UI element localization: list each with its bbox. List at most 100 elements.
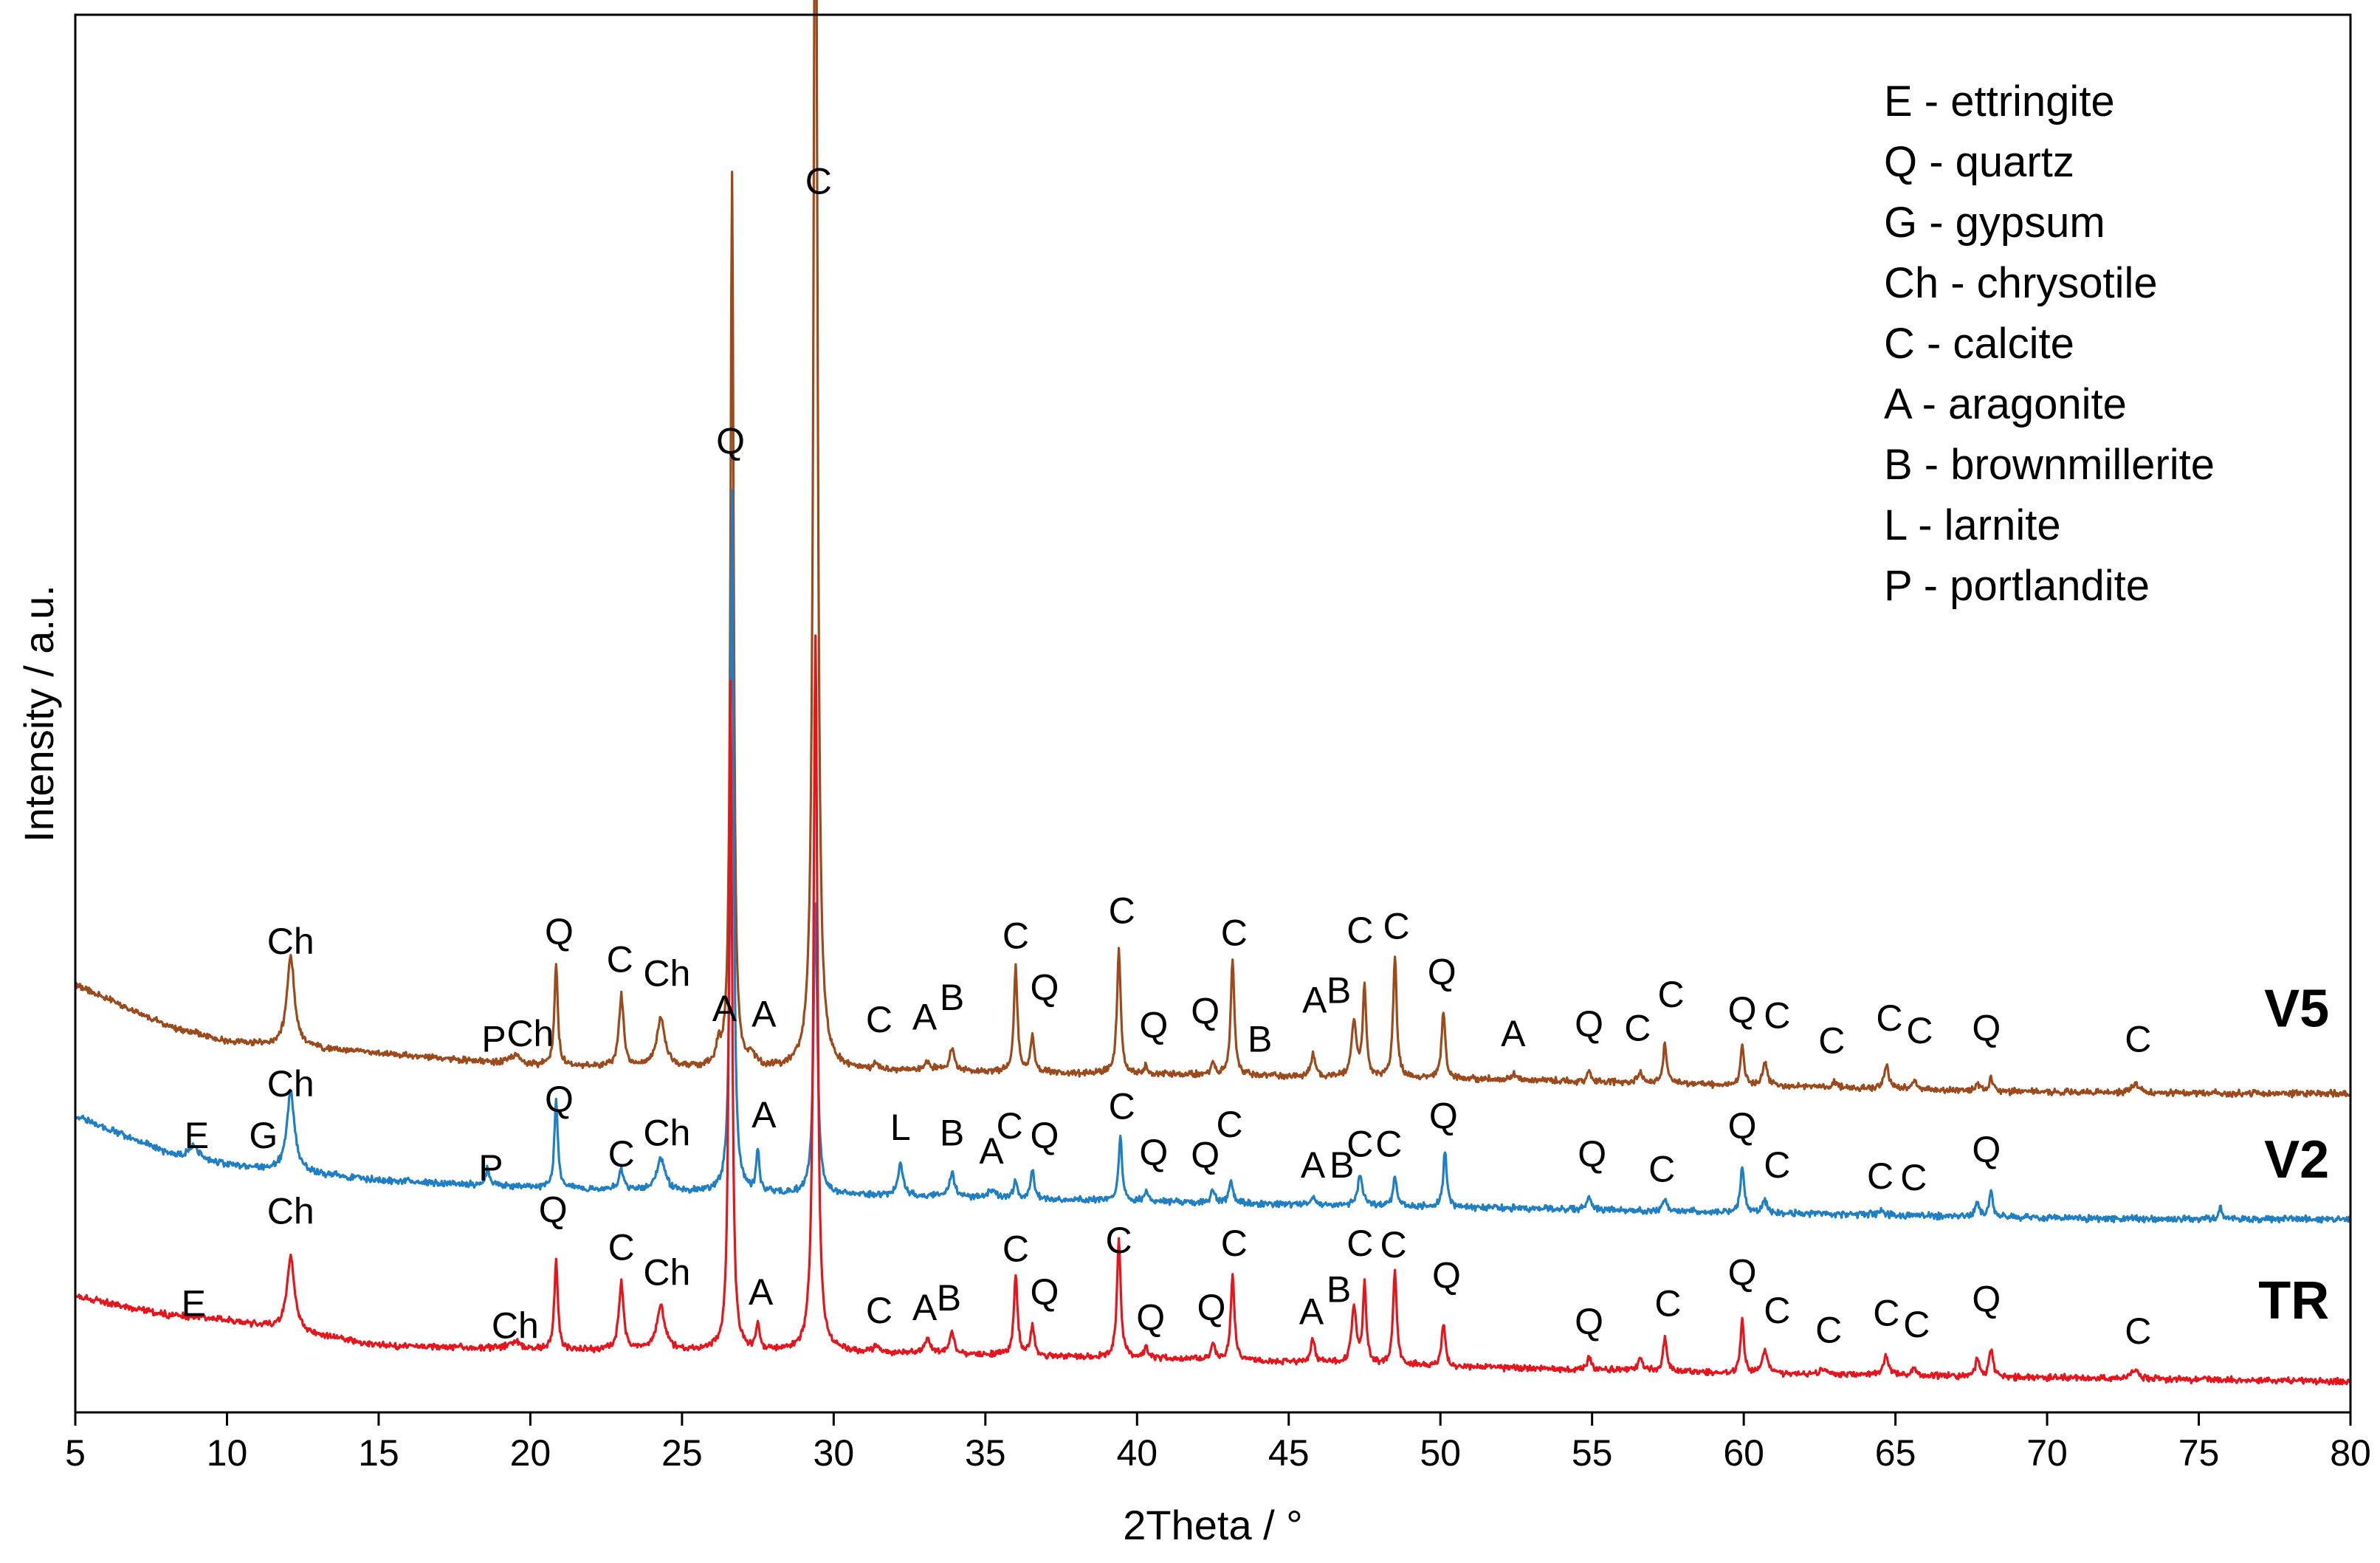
peak-label-v5: B xyxy=(940,977,964,1018)
legend-entry: P - portlandite xyxy=(1884,562,2150,610)
peak-label-v5: C xyxy=(1221,913,1248,954)
peak-label-v5: Ch xyxy=(643,953,690,995)
peak-label-v5: A xyxy=(1501,1013,1526,1054)
peak-label-v2: B xyxy=(1330,1144,1354,1186)
peak-label-tr: C xyxy=(1347,1223,1373,1264)
peak-label-v2: C xyxy=(608,1133,635,1175)
peak-label-tr: Ch xyxy=(492,1305,539,1347)
peak-label-v5: P xyxy=(481,1019,506,1060)
peak-label-tr: C xyxy=(1106,1220,1132,1261)
x-tick-label: 40 xyxy=(1116,1432,1158,1474)
peak-label-tr: E xyxy=(182,1282,206,1324)
legend-entry: B - brownmillerite xyxy=(1884,441,2215,489)
x-tick-label: 50 xyxy=(1420,1432,1461,1474)
peak-label-v2: C xyxy=(1109,1085,1135,1127)
peak-label-tr: Ch xyxy=(267,1190,314,1231)
peak-label-v2: C xyxy=(1375,1124,1402,1165)
x-tick-label: 75 xyxy=(2178,1432,2220,1474)
peak-label-tr: Q xyxy=(539,1189,568,1231)
peak-label-v5: C xyxy=(1624,1007,1651,1048)
peak-label-v2: Q xyxy=(1429,1096,1458,1137)
peak-label-v5: C xyxy=(1818,1020,1845,1061)
peak-label-tr: B xyxy=(1327,1268,1351,1310)
peak-label-v5: Q xyxy=(1428,952,1456,993)
series-label-v2: V2 xyxy=(2264,1130,2329,1189)
peak-label-v5: C xyxy=(607,939,633,980)
peak-label-v2: Q xyxy=(1972,1129,2001,1170)
series-label-v5: V5 xyxy=(2264,980,2329,1039)
peak-label-tr: A xyxy=(912,1287,938,1328)
peak-label-v5: C xyxy=(1109,890,1135,931)
peak-label-v2: Q xyxy=(1728,1105,1757,1147)
peak-label-tr: A xyxy=(1299,1291,1324,1333)
peak-label-tr: Q xyxy=(1136,1296,1165,1338)
peak-label-v2: A xyxy=(1301,1144,1326,1186)
peak-label-v2: P xyxy=(478,1147,503,1189)
peak-label-v5: A xyxy=(712,988,737,1029)
x-tick-label: 20 xyxy=(510,1432,551,1474)
peak-label-tr: C xyxy=(1903,1304,1930,1345)
x-tick-label: 30 xyxy=(814,1432,855,1474)
peak-label-v5: C xyxy=(805,160,832,202)
peak-label-v5: A xyxy=(1302,980,1327,1021)
legend-entry: L - larnite xyxy=(1884,501,2061,549)
peak-label-tr: C xyxy=(1002,1229,1029,1270)
peak-label-v2: C xyxy=(1347,1124,1373,1165)
peak-label-tr: B xyxy=(937,1277,961,1319)
peak-label-tr: C xyxy=(866,1290,892,1331)
peak-label-v5: A xyxy=(752,994,777,1035)
legend: E - ettringite Q - quartz G - gypsum Ch - c… xyxy=(1884,78,2215,610)
x-axis-title: 2Theta / ° xyxy=(1123,1502,1302,1548)
peak-label-v5: C xyxy=(1347,910,1373,951)
peak-label-tr: C xyxy=(1815,1309,1842,1350)
peak-label-v5: Q xyxy=(1030,967,1059,1009)
peak-label-v5: Ch xyxy=(506,1013,554,1054)
peak-label-v2: C xyxy=(1648,1149,1675,1190)
legend-entry: G - gypsum xyxy=(1884,199,2105,247)
peak-label-v2: A xyxy=(752,1094,777,1136)
series-line-v2 xyxy=(74,489,2352,1224)
peak-label-v2: B xyxy=(940,1112,964,1153)
peak-label-v2: Q xyxy=(1139,1132,1168,1173)
peak-label-v5: Ch xyxy=(267,921,314,962)
legend-entry: C - calcite xyxy=(1884,320,2074,368)
x-tick-label: 10 xyxy=(207,1432,248,1474)
x-tick-label: 60 xyxy=(1723,1432,1764,1474)
peak-label-v5: C xyxy=(1906,1010,1933,1051)
plot-frame xyxy=(74,13,2352,1414)
peak-label-v5: C xyxy=(866,999,892,1040)
x-tick-label: 45 xyxy=(1268,1432,1310,1474)
peak-label-v5: C xyxy=(1657,974,1684,1015)
peak-label-v2: C xyxy=(997,1105,1023,1147)
x-tick-label: 5 xyxy=(65,1432,86,1474)
peak-label-tr: Q xyxy=(1728,1252,1757,1294)
x-axis: 5 10 15 20 25 30 35 40 45 50 55 60 65 70 75 80 xyxy=(65,1412,2371,1474)
peak-label-v2: E xyxy=(185,1115,209,1156)
peak-label-v2: Q xyxy=(1030,1115,1059,1156)
x-tick-label: 70 xyxy=(2026,1432,2068,1474)
legend-entry: Ch - chrysotile xyxy=(1884,259,2158,307)
x-tick-label: 15 xyxy=(358,1432,399,1474)
peak-label-tr: Q xyxy=(1432,1255,1461,1296)
peak-label-v2: G xyxy=(249,1115,278,1156)
peak-label-v5: B xyxy=(1248,1019,1272,1060)
peak-label-tr: Q xyxy=(1972,1279,2001,1320)
peak-label-tr: Q xyxy=(1197,1287,1225,1328)
x-tick-label: 80 xyxy=(2330,1432,2371,1474)
peak-label-tr: C xyxy=(1873,1293,1899,1334)
peak-label-tr: C xyxy=(608,1227,635,1268)
series-line-tr xyxy=(75,634,2351,1386)
series-line-v5 xyxy=(74,0,2352,1099)
peak-label-v2: A xyxy=(979,1130,1004,1172)
peak-label-v2: Q xyxy=(1578,1133,1606,1175)
peak-label-v2: C xyxy=(1217,1104,1243,1145)
peak-label-tr: Q xyxy=(1575,1301,1603,1342)
peak-label-tr: Q xyxy=(1030,1271,1059,1313)
peak-label-tr: C xyxy=(1221,1223,1248,1264)
peak-label-v2: L xyxy=(890,1107,911,1148)
x-tick-label: 65 xyxy=(1875,1432,1916,1474)
legend-entry: Q - quartz xyxy=(1884,138,2074,186)
peak-label-v5: Q xyxy=(1972,1007,2001,1048)
